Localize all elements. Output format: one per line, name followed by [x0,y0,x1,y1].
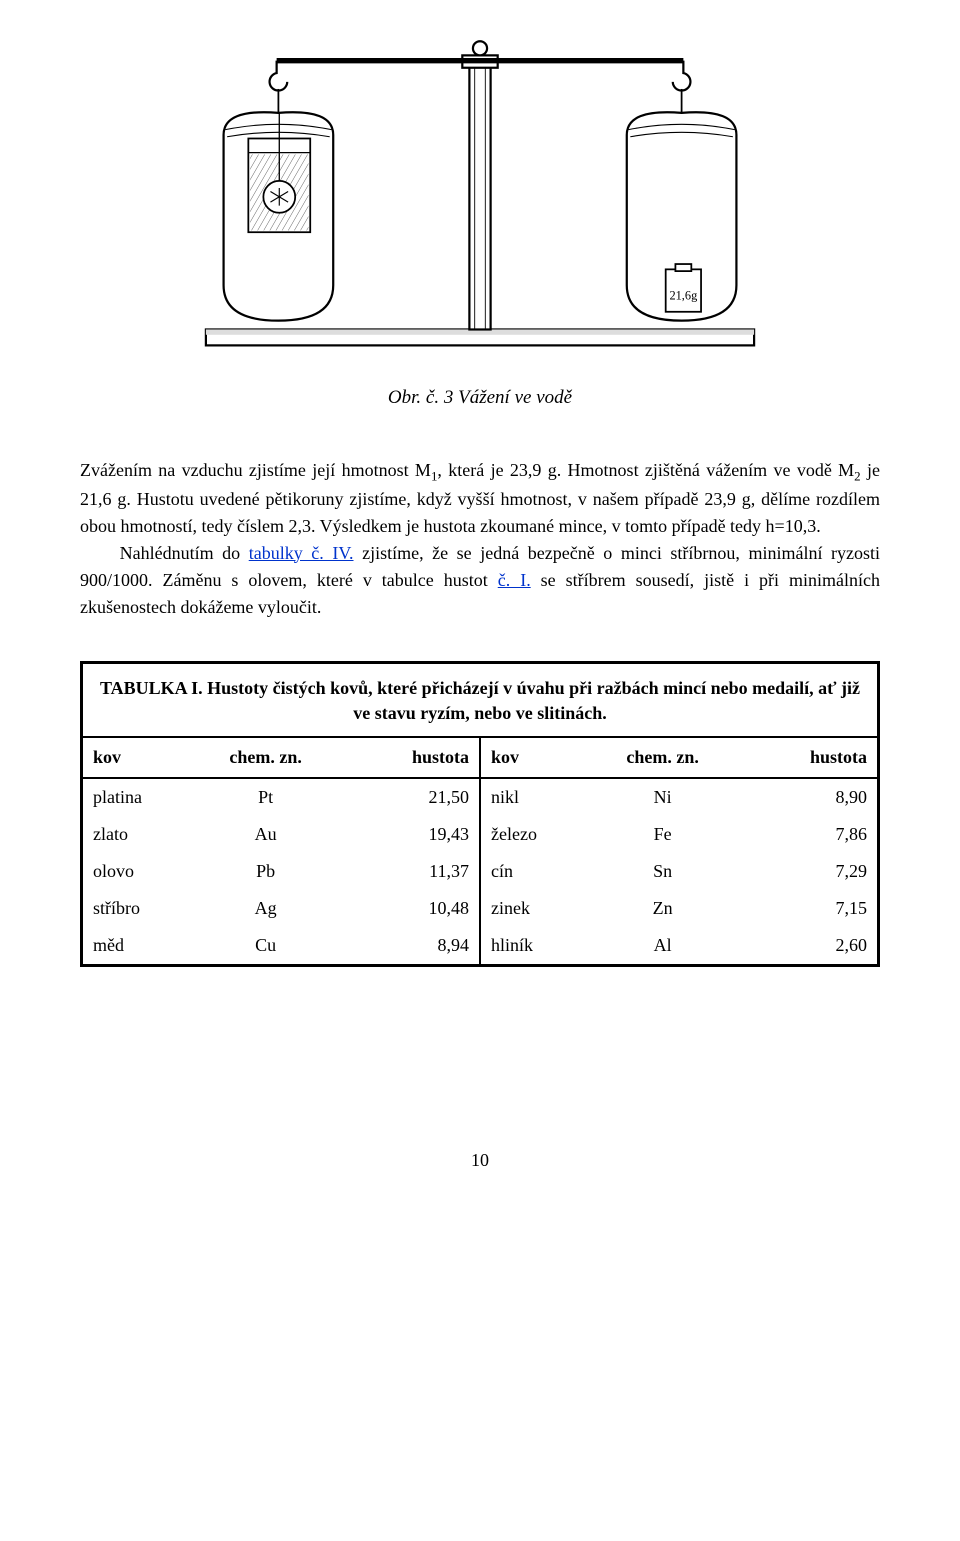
page-number: 10 [80,1147,880,1174]
cell-density: 7,15 [726,890,877,927]
cell-symbol: Pt [202,778,329,816]
th-hustota: hustota [329,737,480,778]
cell-density: 8,94 [329,927,480,964]
cell-metal: nikl [480,778,599,816]
para-text: Nahlédnutím do [120,543,249,563]
cell-symbol: Zn [599,890,726,927]
table-row: zlatoAu19,43železoFe7,86 [83,816,877,853]
table-title: TABULKA I. Hustoty čistých kovů, které p… [83,664,877,736]
weight-label: 21,6g [669,288,697,302]
cell-density: 11,37 [329,853,480,890]
cell-density: 7,86 [726,816,877,853]
cell-metal: stříbro [83,890,202,927]
cell-symbol: Pb [202,853,329,890]
cell-metal: zinek [480,890,599,927]
cell-metal: hliník [480,927,599,964]
cell-metal: železo [480,816,599,853]
cell-symbol: Fe [599,816,726,853]
th-kov: kov [83,737,202,778]
cell-metal: měd [83,927,202,964]
table-row: stříbroAg10,48zinekZn7,15 [83,890,877,927]
cell-symbol: Ni [599,778,726,816]
cell-density: 21,50 [329,778,480,816]
table-header-row: kov chem. zn. hustota kov chem. zn. hust… [83,737,877,778]
density-table: kov chem. zn. hustota kov chem. zn. hust… [83,736,877,964]
cell-metal: zlato [83,816,202,853]
cell-density: 7,29 [726,853,877,890]
cell-metal: cín [480,853,599,890]
cell-density: 8,90 [726,778,877,816]
balance-scale-figure: 21,6g [80,20,880,356]
cell-density: 19,43 [329,816,480,853]
th-chem-2: chem. zn. [599,737,726,778]
th-chem: chem. zn. [202,737,329,778]
para-text: Zvážením na vzduchu zjistíme její hmotno… [80,460,431,480]
table-row: mědCu8,94hliníkAl2,60 [83,927,877,964]
density-table-wrap: TABULKA I. Hustoty čistých kovů, které p… [80,661,880,967]
main-paragraph: Zvážením na vzduchu zjistíme její hmotno… [80,457,880,621]
cell-metal: platina [83,778,202,816]
cell-symbol: Sn [599,853,726,890]
table-row: platinaPt21,50niklNi8,90 [83,778,877,816]
cell-symbol: Al [599,927,726,964]
figure-caption: Obr. č. 3 Vážení ve vodě [80,384,880,413]
link-tabulka-i[interactable]: č. I. [498,570,531,590]
cell-symbol: Ag [202,890,329,927]
cell-symbol: Cu [202,927,329,964]
table-row: olovoPb11,37cínSn7,29 [83,853,877,890]
link-tabulka-iv[interactable]: tabulky č. IV. [249,543,354,563]
para-text: , která je 23,9 g. Hmotnost zjištěná váž… [437,460,854,480]
cell-density: 10,48 [329,890,480,927]
th-kov-2: kov [480,737,599,778]
cell-metal: olovo [83,853,202,890]
th-hustota-2: hustota [726,737,877,778]
balance-scale-svg: 21,6g [170,20,790,356]
cell-density: 2,60 [726,927,877,964]
cell-symbol: Au [202,816,329,853]
